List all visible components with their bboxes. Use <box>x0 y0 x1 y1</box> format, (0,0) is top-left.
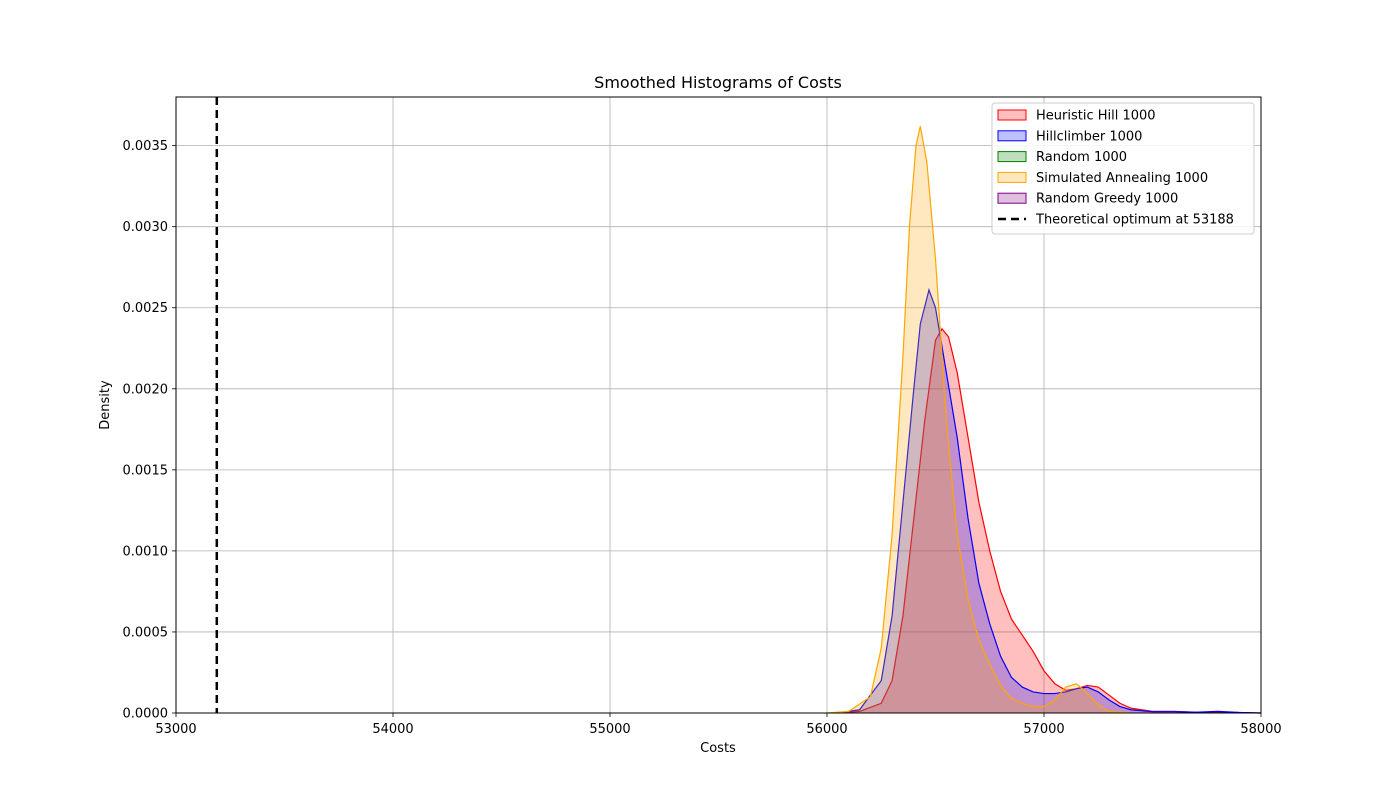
legend-swatch <box>997 171 1027 183</box>
y-tick-label: 0.0005 <box>123 625 169 640</box>
y-tick-label: 0.0015 <box>123 463 169 478</box>
series-line-3 <box>826 126 1131 714</box>
legend-label: Heuristic Hill 1000 <box>1036 109 1156 124</box>
y-tick-label: 0.0035 <box>123 139 169 154</box>
series-area-3 <box>827 126 1131 714</box>
legend-label: Hillclimber 1000 <box>1036 129 1142 144</box>
series-area-1 <box>837 289 1261 713</box>
legend-label: Random 1000 <box>1036 150 1127 165</box>
legend-label: Random Greedy 1000 <box>1036 192 1178 207</box>
legend-swatch <box>997 192 1027 204</box>
legend-swatch <box>997 151 1027 163</box>
legend-label: Theoretical optimum at 53188 <box>1035 213 1234 228</box>
x-tick-label: 53000 <box>155 722 196 737</box>
x-tick-label: 58000 <box>1240 722 1281 737</box>
x-tick-label: 55000 <box>589 722 630 737</box>
legend-swatch <box>997 130 1027 142</box>
y-axis: 0.0000 0.0005 0.0010 0.0015 0.0020 0.0025 0.00… <box>123 139 176 722</box>
y-tick-label: 0.0030 <box>123 220 169 235</box>
y-tick-label: 0.0025 <box>123 301 169 316</box>
y-tick-label: 0.0000 <box>123 707 169 722</box>
legend-box <box>991 102 1255 235</box>
legend: Heuristic Hill 1000 Hillclimber 1000 Rando… <box>991 102 1255 235</box>
plot-frame <box>175 96 1262 714</box>
y-tick-label: 0.0010 <box>123 544 169 559</box>
x-axis: 53000 54000 55000 56000 57000 58000 <box>155 713 1282 737</box>
series-line-1 <box>837 287 1262 714</box>
x-tick-label: 56000 <box>806 722 847 737</box>
series-line-0 <box>837 327 1262 714</box>
series-area-0 <box>837 328 1261 713</box>
y-tick-label: 0.0020 <box>123 382 169 397</box>
legend-swatch <box>997 109 1027 121</box>
x-tick-label: 54000 <box>372 722 413 737</box>
legend-label: Simulated Annealing 1000 <box>1036 171 1208 186</box>
x-axis-title: Costs <box>700 741 736 756</box>
x-tick-label: 57000 <box>1023 722 1064 737</box>
series-layer <box>826 126 1262 714</box>
y-axis-title: Density <box>98 380 113 430</box>
grid <box>175 97 1262 714</box>
chart-title: Smoothed Histograms of Costs <box>594 73 842 92</box>
